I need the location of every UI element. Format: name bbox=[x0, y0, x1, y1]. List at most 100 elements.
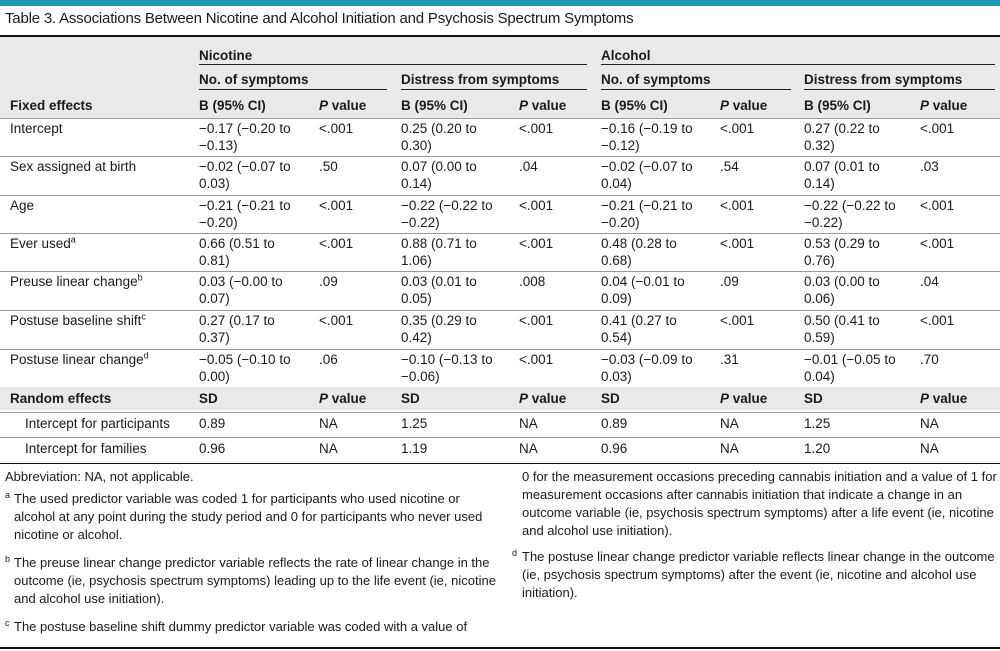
page-bottom-rule bbox=[0, 647, 1000, 649]
table-cell: NA bbox=[720, 441, 739, 456]
table-cell: 0.96 bbox=[601, 441, 628, 456]
group-header-nicotine: Nicotine bbox=[199, 48, 253, 63]
footnote-d: The postuse linear change predictor vari… bbox=[522, 549, 995, 600]
table-cell: −0.02 (−0.07 to 0.04) bbox=[601, 159, 693, 191]
row-label-text: Ever used bbox=[10, 236, 71, 251]
row-label: Intercept bbox=[10, 120, 63, 137]
table-cell: 0.88 (0.71 to 1.06) bbox=[401, 236, 477, 268]
table-cell: −0.17 (−0.20 to −0.13) bbox=[199, 121, 291, 153]
table-cell: 0.50 (0.41 to 0.59) bbox=[804, 313, 880, 345]
table-cell: <.001 bbox=[319, 313, 354, 328]
p-rest: value bbox=[729, 98, 768, 113]
row-label: Postuse linear changed bbox=[10, 351, 149, 368]
p-rest: value bbox=[929, 391, 968, 406]
row-divider bbox=[0, 195, 1000, 196]
p-letter: P bbox=[319, 391, 329, 406]
table-cell: NA bbox=[720, 416, 739, 431]
p-letter: P bbox=[720, 98, 730, 113]
row-divider bbox=[0, 437, 1000, 438]
table-cell: <.001 bbox=[519, 198, 554, 213]
row-divider bbox=[0, 118, 1000, 119]
table-cell: 0.48 (0.28 to 0.68) bbox=[601, 236, 677, 268]
footnote-c-continued: 0 for the measurement occasions precedin… bbox=[522, 469, 997, 538]
subgroup-underline bbox=[401, 89, 587, 90]
row-divider bbox=[0, 271, 1000, 272]
p-rest: value bbox=[528, 98, 567, 113]
subgroup-header: Distress from symptoms bbox=[401, 72, 560, 87]
footnote-ref: a bbox=[70, 234, 76, 245]
column-header-p-value: P value bbox=[519, 97, 566, 114]
table-cell: <.001 bbox=[720, 198, 755, 213]
subgroup-header: No. of symptoms bbox=[601, 72, 711, 87]
table-cell: <.001 bbox=[519, 352, 554, 367]
p-letter: P bbox=[319, 98, 329, 113]
column-header-sd: SD bbox=[199, 391, 218, 406]
table-title: Table 3. Associations Between Nicotine a… bbox=[5, 10, 634, 27]
table-cell: <.001 bbox=[920, 121, 955, 136]
column-header-b-ci: B (95% CI) bbox=[199, 98, 266, 113]
table-cell: 0.07 (0.01 to 0.14) bbox=[804, 159, 880, 191]
footnote-c-mark: c bbox=[5, 618, 10, 628]
footnote-b: The preuse linear change predictor varia… bbox=[14, 555, 496, 606]
row-divider bbox=[0, 310, 1000, 311]
table-cell: <.001 bbox=[920, 198, 955, 213]
subgroup-underline bbox=[199, 89, 387, 90]
table-cell: .04 bbox=[519, 159, 538, 174]
table-cell: .54 bbox=[720, 159, 739, 174]
table-cell: <.001 bbox=[920, 313, 955, 328]
table-cell: −0.01 (−0.05 to 0.04) bbox=[804, 352, 896, 384]
table-cell: .09 bbox=[319, 274, 338, 289]
group-header-alcohol: Alcohol bbox=[601, 48, 651, 63]
column-header-fixed-effects: Fixed effects bbox=[10, 98, 93, 113]
table-cell: 1.25 bbox=[804, 416, 831, 431]
column-header-p-value: P value bbox=[319, 390, 366, 407]
column-header-sd: SD bbox=[804, 391, 823, 406]
p-letter: P bbox=[920, 391, 930, 406]
row-divider bbox=[0, 156, 1000, 157]
row-divider bbox=[0, 233, 1000, 234]
column-header-p-value: P value bbox=[920, 97, 967, 114]
table-cell: 0.89 bbox=[199, 416, 226, 431]
column-header-p-value: P value bbox=[519, 390, 566, 407]
p-rest: value bbox=[729, 391, 768, 406]
column-header-p-value: P value bbox=[720, 390, 767, 407]
row-label: Ever useda bbox=[10, 235, 76, 252]
table-cell: 0.27 (0.22 to 0.32) bbox=[804, 121, 880, 153]
table-cell: NA bbox=[319, 441, 338, 456]
column-header-p-value: P value bbox=[319, 97, 366, 114]
row-label-text: Preuse linear change bbox=[10, 274, 138, 289]
footnote-ref: d bbox=[143, 350, 149, 361]
table-cell: 1.20 bbox=[804, 441, 831, 456]
footnote-b-mark: b bbox=[5, 554, 11, 564]
table-cell: −0.03 (−0.09 to 0.03) bbox=[601, 352, 693, 384]
table-cell: 1.19 bbox=[401, 441, 428, 456]
row-label: Postuse baseline shiftc bbox=[10, 312, 146, 329]
column-header-b-ci: B (95% CI) bbox=[804, 98, 871, 113]
table-cell: <.001 bbox=[720, 236, 755, 251]
p-rest: value bbox=[929, 98, 968, 113]
table-cell: 1.25 bbox=[401, 416, 428, 431]
footnote-d-mark: d bbox=[512, 548, 518, 558]
table-cell: −0.22 (−0.22 to −0.22) bbox=[804, 198, 896, 230]
table-cell: 0.27 (0.17 to 0.37) bbox=[199, 313, 275, 345]
table-cell: .31 bbox=[720, 352, 739, 367]
column-header-p-value: P value bbox=[920, 390, 967, 407]
table-cell: <.001 bbox=[920, 236, 955, 251]
table-cell: 0.96 bbox=[199, 441, 226, 456]
subgroup-underline bbox=[804, 89, 995, 90]
table-cell: 0.25 (0.20 to 0.30) bbox=[401, 121, 477, 153]
table-cell: −0.05 (−0.10 to 0.00) bbox=[199, 352, 291, 384]
table-cell: −0.10 (−0.13 to −0.06) bbox=[401, 352, 493, 384]
table-cell: NA bbox=[920, 416, 939, 431]
column-header-b-ci: B (95% CI) bbox=[401, 98, 468, 113]
table-cell: .09 bbox=[720, 274, 739, 289]
footnote-ref: b bbox=[137, 272, 143, 283]
column-header-b-ci: B (95% CI) bbox=[601, 98, 668, 113]
subgroup-underline bbox=[601, 89, 791, 90]
row-label: Intercept for families bbox=[25, 441, 147, 456]
p-rest: value bbox=[328, 98, 367, 113]
table-cell: <.001 bbox=[519, 313, 554, 328]
footnote-a: The used predictor variable was coded 1 … bbox=[14, 491, 483, 542]
table-cell: 0.66 (0.51 to 0.81) bbox=[199, 236, 275, 268]
table-cell: −0.22 (−0.22 to −0.22) bbox=[401, 198, 493, 230]
